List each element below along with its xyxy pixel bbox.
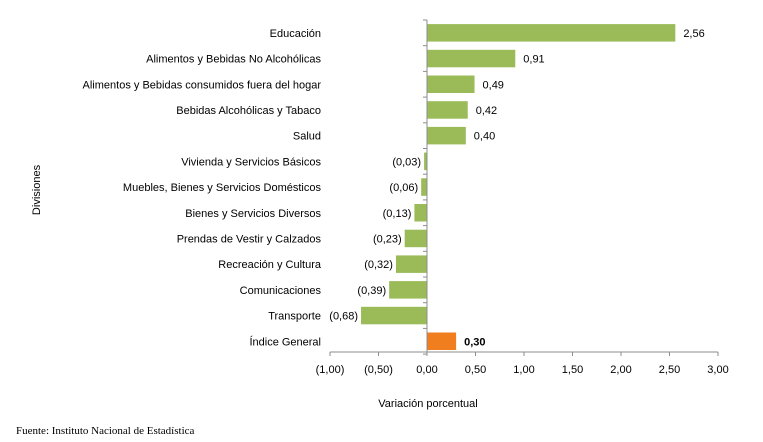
data-label: 0,40 [474, 131, 495, 143]
source-note: Fuente: Instituto Nacional de Estadístic… [16, 425, 195, 437]
category-label: Transporte [268, 311, 321, 323]
bar [427, 24, 676, 42]
data-label: (0,03) [392, 156, 421, 168]
data-label: 0,91 [523, 54, 544, 66]
bar [389, 281, 427, 299]
category-label: Prendas de Vestir y Calzados [177, 233, 322, 245]
bar [424, 152, 427, 171]
y-axis-title: Divisiones [31, 164, 43, 215]
category-label: Educación [270, 28, 321, 40]
x-tick-label: (1,00) [316, 364, 345, 376]
data-label: 2,56 [683, 28, 704, 40]
category-label: Alimentos y Bebidas consumidos fuera del… [83, 79, 322, 91]
data-label: (0,06) [389, 182, 418, 194]
category-label: Bienes y Servicios Diversos [185, 208, 321, 220]
x-tick-label: 0,50 [465, 364, 486, 376]
bar [421, 178, 427, 196]
category-label: Vivienda y Servicios Básicos [181, 156, 321, 168]
x-tick-label: 1,50 [562, 364, 583, 376]
data-label: 0,49 [483, 79, 504, 91]
data-label: (0,23) [373, 233, 402, 245]
data-label: (0,32) [364, 259, 393, 271]
x-tick-label: 0,00 [416, 364, 437, 376]
data-label: 0,42 [476, 105, 497, 117]
bar [427, 49, 516, 68]
data-label: (0,13) [383, 208, 412, 220]
category-label: Comunicaciones [240, 285, 322, 297]
x-tick-label: 1,00 [513, 364, 534, 376]
data-label: (0,39) [357, 285, 386, 297]
bar [427, 126, 466, 145]
category-label: Salud [293, 131, 321, 143]
bar [427, 75, 475, 93]
bar [427, 101, 468, 119]
bar [427, 332, 457, 350]
category-label: Alimentos y Bebidas No Alcohólicas [146, 54, 321, 66]
bar [361, 306, 427, 325]
x-tick-label: 2,00 [610, 364, 631, 376]
data-label: (0,68) [329, 311, 358, 323]
category-label: Muebles, Bienes y Servicios Domésticos [123, 182, 322, 194]
data-label: 0,30 [464, 336, 485, 348]
x-tick-label: 2,50 [659, 364, 680, 376]
category-label: Recreación y Cultura [218, 259, 322, 271]
axes-group: (1,00) (0,50) 0,00 0,50 1,00 1,50 2,00 2,50 3,00 [316, 19, 729, 376]
bar [414, 204, 427, 222]
category-label: Bebidas Alcohólicas y Tabaco [176, 105, 321, 117]
x-tick-label: (0,50) [364, 364, 393, 376]
bar [395, 255, 427, 273]
bars-group: Educación 2,56 Alimentos y Bebidas No Alco… [83, 24, 705, 350]
bar [404, 229, 427, 248]
category-label: Índice General [249, 335, 321, 348]
x-tick-label: 3,00 [707, 364, 728, 376]
x-axis-title: Variación porcentual [378, 398, 477, 410]
